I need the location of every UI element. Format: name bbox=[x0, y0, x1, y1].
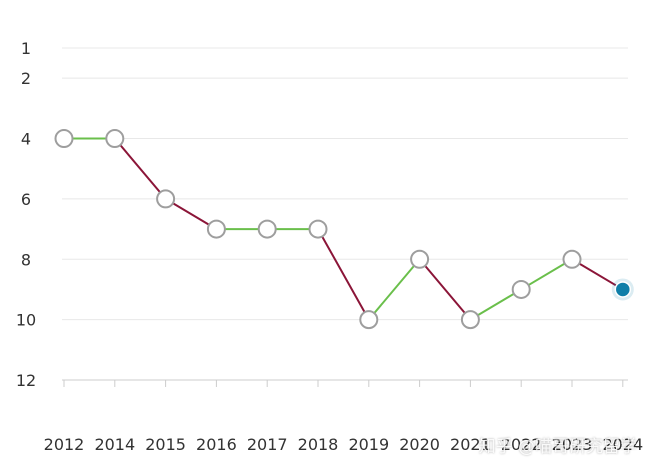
data-point[interactable] bbox=[308, 219, 328, 239]
data-point[interactable] bbox=[511, 279, 531, 299]
x-tick-label: 2015 bbox=[145, 435, 186, 454]
y-tick-label: 10 bbox=[16, 311, 36, 330]
x-axis bbox=[62, 379, 628, 387]
data-point[interactable] bbox=[410, 249, 430, 269]
x-tick-label: 2019 bbox=[348, 435, 389, 454]
y-tick-label: 8 bbox=[21, 250, 31, 269]
line-segment bbox=[367, 258, 421, 321]
x-tick-label: 2020 bbox=[399, 435, 440, 454]
x-tick-label: 2014 bbox=[94, 435, 135, 454]
data-point[interactable] bbox=[460, 310, 480, 330]
x-tick-label: 2023 bbox=[552, 435, 593, 454]
data-point[interactable] bbox=[614, 281, 632, 298]
y-tick-label: 1 bbox=[21, 39, 31, 58]
data-point[interactable] bbox=[156, 189, 176, 209]
x-tick-label: 2016 bbox=[196, 435, 237, 454]
data-point[interactable] bbox=[359, 310, 379, 330]
y-tick-label: 2 bbox=[21, 69, 31, 88]
x-tick-label: 2018 bbox=[298, 435, 339, 454]
line-segment bbox=[317, 228, 370, 321]
data-point[interactable] bbox=[206, 219, 226, 239]
data-point[interactable] bbox=[105, 129, 125, 149]
data-point[interactable] bbox=[257, 219, 277, 239]
line-segment bbox=[113, 137, 167, 200]
data-point[interactable] bbox=[562, 249, 582, 269]
x-axis-tick-labels: 2012 2014 2015 2016 2017 2018 2019 2020 2021 2022… bbox=[44, 435, 644, 454]
line-segment bbox=[418, 258, 472, 321]
x-tick-label: 2021 bbox=[450, 435, 491, 454]
x-tick-label: 2017 bbox=[247, 435, 288, 454]
line-segment bbox=[571, 258, 624, 291]
y-tick-label: 4 bbox=[21, 130, 31, 149]
y-tick-label: 12 bbox=[16, 371, 36, 390]
series-markers[interactable] bbox=[54, 129, 634, 330]
line-segment bbox=[164, 197, 218, 231]
y-tick-label: 6 bbox=[21, 190, 31, 209]
x-tick-label: 2012 bbox=[44, 435, 85, 454]
line-segment bbox=[520, 258, 573, 291]
data-point[interactable] bbox=[54, 129, 74, 149]
series-line bbox=[63, 137, 624, 321]
line-segment bbox=[469, 288, 523, 321]
x-tick-label: 2024 bbox=[602, 435, 643, 454]
x-tick-label: 2022 bbox=[501, 435, 542, 454]
